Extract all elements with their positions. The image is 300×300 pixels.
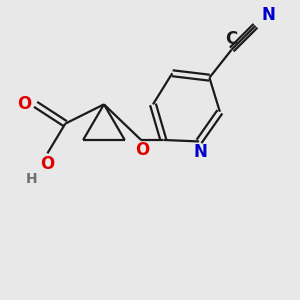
- Text: H: H: [25, 172, 37, 185]
- Text: O: O: [135, 141, 149, 159]
- Text: N: N: [262, 6, 275, 24]
- Text: O: O: [17, 95, 31, 113]
- Text: N: N: [194, 143, 208, 161]
- Text: O: O: [40, 155, 55, 173]
- Text: C: C: [226, 30, 238, 48]
